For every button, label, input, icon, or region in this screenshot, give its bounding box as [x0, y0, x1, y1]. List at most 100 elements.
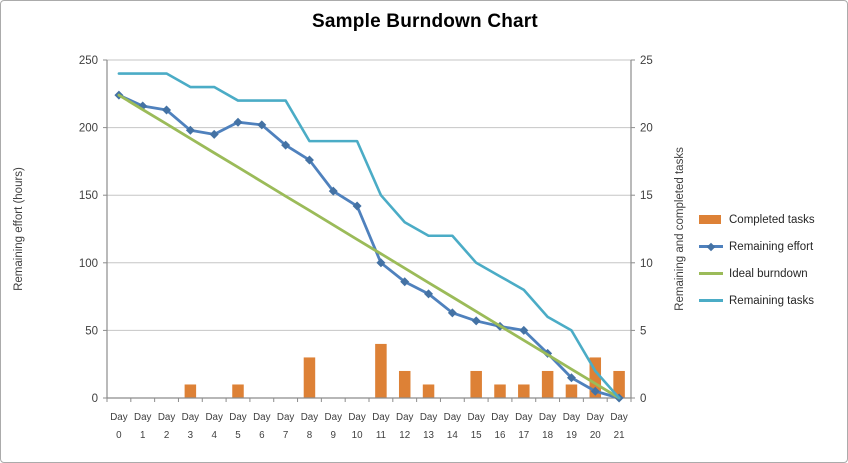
legend-label: Completed tasks — [729, 213, 815, 226]
marker-remaining-effort — [257, 120, 267, 130]
legend-item-ideal-burndown: Ideal burndown — [699, 260, 815, 287]
x-tick-label: 16 — [495, 430, 506, 441]
right-axis-tick-label: 20 — [640, 123, 653, 135]
bar-completed-tasks — [422, 384, 435, 398]
x-tick-label: Day — [467, 412, 485, 423]
x-tick-label: Day — [420, 412, 438, 423]
ideal-burndown-line-swatch-icon — [699, 272, 723, 275]
left-axis-tick-label: 150 — [79, 190, 98, 202]
x-tick-label: Day — [396, 412, 414, 423]
left-axis-tick-label: 50 — [85, 325, 98, 337]
marker-remaining-effort — [352, 201, 362, 211]
x-tick-label: 12 — [399, 430, 410, 441]
legend-label: Remaining effort — [729, 240, 814, 253]
chart-title: Sample Burndown Chart — [312, 11, 538, 32]
x-tick-label: Day — [110, 412, 128, 423]
line-ideal-burndown — [117, 93, 621, 400]
x-tick-label: Day — [205, 412, 223, 423]
bar-completed-tasks — [470, 370, 482, 398]
bar-completed-tasks — [613, 370, 625, 398]
x-tick-label: 5 — [235, 430, 241, 441]
x-tick-label: Day — [444, 412, 462, 423]
bar-completed-tasks — [184, 384, 197, 398]
x-tick-label: 19 — [566, 430, 577, 441]
x-tick-label: 10 — [352, 430, 363, 441]
line-remaining-effort — [117, 93, 621, 400]
marker-remaining-effort — [304, 155, 314, 165]
right-axis-tick-label: 5 — [640, 325, 646, 337]
x-tick-label: 14 — [447, 430, 458, 441]
x-tick-label: 6 — [259, 430, 265, 441]
marker-remaining-effort — [376, 258, 386, 268]
x-tick-label: 21 — [614, 430, 625, 441]
x-tick-label: Day — [610, 412, 628, 423]
x-tick-label: 9 — [331, 430, 336, 441]
bar-completed-tasks — [565, 384, 578, 398]
x-tick-label: Day — [277, 412, 295, 423]
bar-completed-tasks — [375, 343, 387, 398]
marker-remaining-effort — [424, 289, 434, 299]
x-tick-label: Day — [182, 412, 200, 423]
x-tick-label: 7 — [283, 430, 288, 441]
x-tick-label: Day — [372, 412, 390, 423]
x-tick-label: Day — [134, 412, 152, 423]
marker-remaining-effort — [233, 117, 243, 127]
x-tick-label: 15 — [471, 430, 482, 441]
x-tick-label: Day — [301, 412, 319, 423]
x-tick-label: Day — [491, 412, 509, 423]
left-axis-tick-label: 0 — [92, 393, 98, 405]
x-tick-label: 8 — [307, 430, 313, 441]
x-tick-label: 0 — [116, 430, 122, 441]
x-tick-label: 1 — [140, 430, 145, 441]
left-axis-tick-label: 250 — [79, 55, 98, 67]
x-tick-label: Day — [587, 412, 605, 423]
legend-item-completed-tasks: Completed tasks — [699, 206, 815, 233]
x-tick-label: Day — [253, 412, 271, 423]
x-tick-label: 2 — [164, 430, 169, 441]
x-tick-label: 13 — [423, 430, 434, 441]
right-axis-tick-label: 25 — [640, 55, 653, 67]
marker-remaining-effort — [209, 129, 219, 139]
legend: Completed tasks Remaining effort Ideal b… — [699, 206, 815, 314]
x-tick-label: 3 — [188, 430, 194, 441]
x-tick-label: Day — [515, 412, 533, 423]
marker-remaining-effort — [519, 325, 529, 335]
right-axis-tick-label: 15 — [640, 190, 653, 202]
right-axis-tick-label: 10 — [640, 258, 653, 270]
x-tick-label: 17 — [518, 430, 529, 441]
bar-completed-tasks — [589, 357, 602, 398]
right-axis-title: Remaining and completed tasks — [674, 147, 686, 311]
marker-remaining-effort — [185, 125, 195, 135]
x-tick-label: 11 — [376, 430, 386, 441]
left-axis-title: Remaining effort (hours) — [13, 167, 25, 291]
x-tick-label: 18 — [542, 430, 553, 441]
marker-remaining-effort — [566, 373, 576, 383]
marker-remaining-effort — [447, 308, 457, 318]
marker-remaining-effort — [400, 277, 410, 287]
right-axis-tick-label: 0 — [640, 393, 646, 405]
line-remaining-tasks — [117, 72, 621, 400]
x-tick-label: 20 — [590, 430, 601, 441]
bar-completed-tasks — [541, 370, 554, 398]
left-axis-tick-label: 100 — [79, 258, 98, 270]
x-tick-label: Day — [539, 412, 557, 423]
left-axis-tick-label: 200 — [79, 123, 98, 135]
x-tick-label: Day — [325, 412, 343, 423]
legend-item-remaining-effort: Remaining effort — [699, 233, 815, 260]
bar-completed-tasks — [494, 384, 506, 398]
x-tick-label: Day — [563, 412, 581, 423]
marker-remaining-effort — [162, 105, 172, 115]
bar-completed-tasks — [518, 384, 530, 398]
remaining-tasks-line-swatch-icon — [699, 299, 723, 302]
bar-completed-tasks — [303, 357, 316, 398]
marker-remaining-effort — [281, 140, 291, 150]
bar-completed-tasks — [232, 384, 244, 398]
x-tick-label: 4 — [211, 430, 217, 441]
x-tick-label: Day — [229, 412, 247, 423]
remaining-effort-marker-icon — [706, 242, 716, 251]
x-tick-label: Day — [158, 412, 176, 423]
legend-item-remaining-tasks: Remaining tasks — [699, 287, 815, 314]
legend-label: Remaining tasks — [729, 294, 815, 307]
